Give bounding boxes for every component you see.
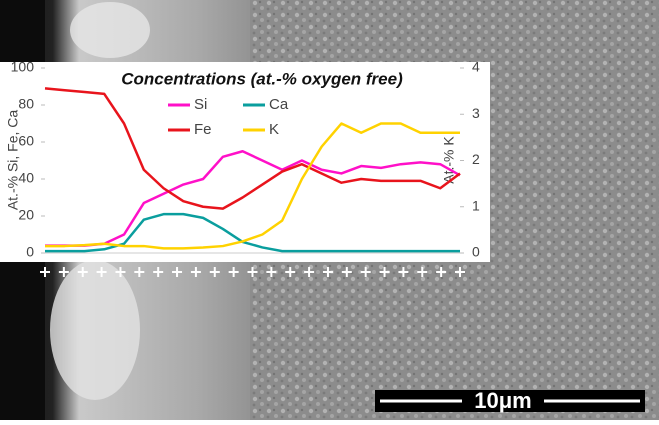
y-tick-label: 20 (18, 207, 34, 223)
sem-particle (70, 2, 150, 58)
y-tick-label: 100 (11, 59, 35, 75)
scale-bar-label: 10μm (474, 388, 532, 413)
screenshot: Concentrations (at.-% oxygen free) At.-%… (0, 0, 659, 420)
y2-tick-label: 4 (472, 59, 480, 75)
y-tick-label: 60 (18, 133, 34, 149)
y2-tick-label: 3 (472, 105, 480, 121)
legend-label: Fe (194, 121, 212, 138)
y-tick-label: 80 (18, 96, 34, 112)
y-tick-label: 40 (18, 170, 34, 186)
legend-label: Si (194, 96, 207, 113)
y2-tick-label: 2 (472, 151, 480, 167)
y-tick-label: 0 (26, 244, 34, 260)
y2-tick-label: 0 (472, 244, 480, 260)
y-axis-label: At.-% Si, Fe, Ca (5, 110, 21, 211)
sem-particle (50, 260, 140, 400)
chart-title: Concentrations (at.-% oxygen free) (121, 69, 403, 88)
legend-label: Ca (269, 96, 289, 113)
legend-label: K (269, 121, 279, 138)
y2-tick-label: 1 (472, 197, 480, 213)
